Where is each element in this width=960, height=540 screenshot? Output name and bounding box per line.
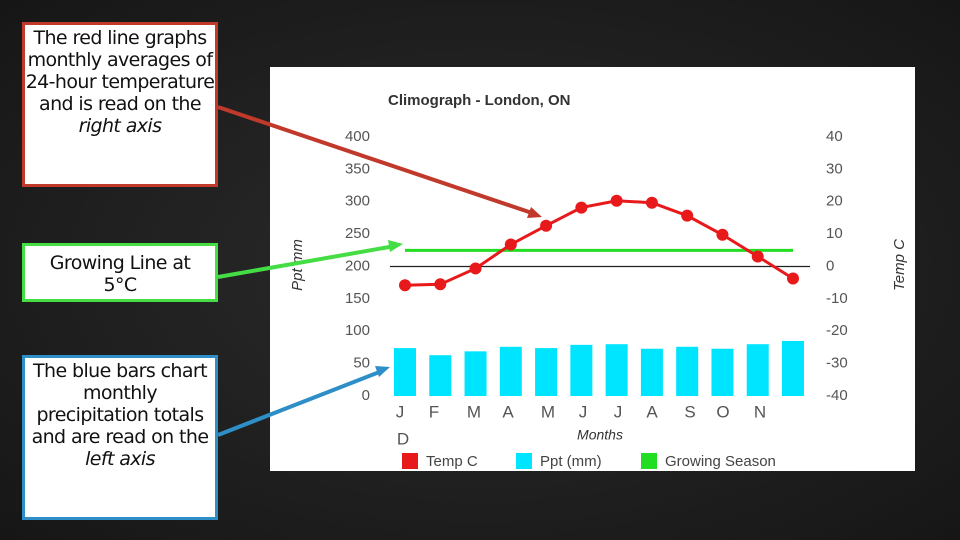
temp-marker <box>645 196 658 209</box>
y-tick-label: 100 <box>345 322 370 339</box>
chart-title: Climograph - London, ON <box>388 92 570 109</box>
temp-marker <box>751 250 764 263</box>
temp-marker <box>716 228 729 241</box>
y2-tick-label: 30 <box>826 160 843 177</box>
annotation-emphasis: left axis <box>85 448 155 470</box>
annotation: The red line graphs monthly averages of … <box>22 22 218 187</box>
bar <box>711 348 734 396</box>
arrowhead <box>388 240 403 252</box>
legend-label: Temp C <box>426 453 478 470</box>
x-tick-label: N <box>754 402 766 421</box>
y-tick-label: 300 <box>345 193 370 210</box>
bar <box>535 348 558 396</box>
temp-marker <box>681 209 694 222</box>
bar <box>499 346 522 396</box>
arrowhead <box>375 366 390 377</box>
y-tick-label: 0 <box>362 387 370 404</box>
x-tick-label: J <box>579 402 588 421</box>
y-tick-label: 50 <box>353 355 370 372</box>
chart-panel <box>270 67 915 471</box>
x-tick-label: J <box>396 402 405 421</box>
arrow <box>217 244 396 279</box>
bar <box>746 344 769 396</box>
bar <box>640 348 663 396</box>
y-tick-label: 200 <box>345 257 370 274</box>
arrows <box>217 105 542 437</box>
bar <box>464 351 487 396</box>
temp-marker <box>540 219 553 232</box>
temp-marker <box>787 272 799 285</box>
x-tick-label: S <box>684 402 695 421</box>
y-tick-label: 400 <box>345 128 370 145</box>
x-tick-label: J <box>614 402 623 421</box>
x-tick-label: M <box>541 402 555 421</box>
y-tick-label: 250 <box>345 225 370 242</box>
x-tick-label: M <box>467 402 481 421</box>
y-tick-label: 150 <box>345 290 370 307</box>
temp-marker <box>575 201 588 214</box>
x-tick-label: A <box>502 402 514 421</box>
legend-label: Growing Season <box>665 453 776 470</box>
bar <box>394 348 416 396</box>
bar <box>570 344 593 396</box>
temp-marker <box>399 279 411 292</box>
annotation-text: The red line graphs monthly averages of … <box>25 27 215 115</box>
x-tick-label: O <box>716 402 729 421</box>
y2-tick-label: 0 <box>826 257 834 274</box>
y2-tick-label: 10 <box>826 225 843 242</box>
temp-line <box>404 199 794 287</box>
bar <box>605 344 628 396</box>
bar <box>429 355 452 396</box>
y2-tick-label: -40 <box>826 387 848 404</box>
temp-marker <box>434 278 447 291</box>
y2-tick-label: -20 <box>826 322 848 339</box>
annotation: The blue bars chart monthly precipitatio… <box>22 355 218 520</box>
legend-label: Ppt (mm) <box>540 453 602 470</box>
annotation: Growing Line at 5°C <box>22 243 218 302</box>
arrowhead <box>527 207 542 218</box>
bar <box>676 346 699 396</box>
x-tick-label: D <box>397 429 409 448</box>
temp-marker <box>504 238 517 251</box>
legend-swatch <box>402 453 418 469</box>
y2-tick-label: -10 <box>826 290 848 307</box>
x-tick-label: F <box>429 402 439 421</box>
y2-tick-label: 20 <box>826 193 843 210</box>
bar <box>782 340 804 396</box>
y-tick-label: 350 <box>345 160 370 177</box>
arrow <box>217 105 536 216</box>
temp-marker <box>610 194 623 207</box>
legend-swatch <box>641 453 657 469</box>
temp-marker <box>469 262 482 275</box>
y2-axis-label: Temp C <box>891 239 908 291</box>
x-tick-label: A <box>646 402 658 421</box>
legend-swatch <box>516 453 532 469</box>
annotation-text: Growing Line at 5°C <box>49 252 191 296</box>
annotation-text: The blue bars chart monthly precipitatio… <box>31 360 209 448</box>
annotation-emphasis: right axis <box>78 115 162 137</box>
arrow <box>217 369 383 437</box>
x-axis-label: Months <box>577 427 623 443</box>
y2-tick-label: -30 <box>826 355 848 372</box>
y2-tick-label: 40 <box>826 128 843 145</box>
